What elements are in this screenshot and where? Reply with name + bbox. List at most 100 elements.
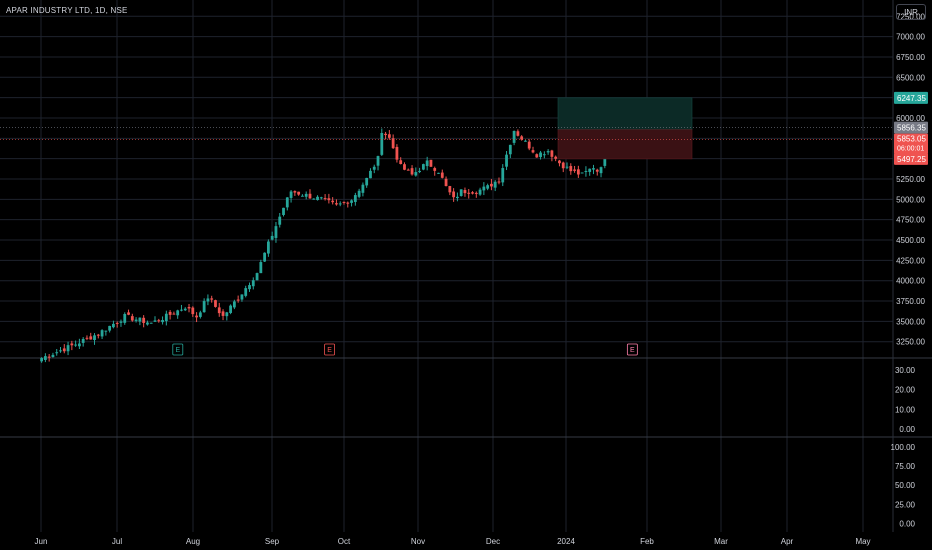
candle-body [421, 164, 425, 170]
time-tick-label: Sep [265, 537, 280, 546]
candle-body [455, 196, 459, 199]
price-tick-label: 3500.00 [896, 317, 925, 326]
candle-body [542, 154, 546, 156]
candle-body [512, 131, 516, 143]
candle-body [134, 319, 138, 321]
candle-body [580, 172, 584, 174]
candle-body [474, 192, 478, 194]
candle-body [384, 133, 387, 136]
candle-body [100, 330, 104, 337]
candle-body [119, 321, 123, 323]
candle-body [327, 198, 331, 201]
time-tick-label: Mar [714, 537, 728, 546]
candle-body [463, 190, 467, 194]
candle-body [440, 172, 444, 178]
last-close-label-bg [894, 121, 928, 134]
earnings-marker-label: E [327, 347, 332, 354]
price-tick-label: 6750.00 [896, 53, 925, 62]
oscillator-tick-label: 50.00 [895, 481, 916, 490]
candle-body [369, 170, 372, 179]
candle-body [195, 315, 198, 318]
candle-body [81, 338, 85, 343]
candle-body [350, 200, 353, 203]
candle-body [312, 198, 316, 200]
oscillator-tick-label: 25.00 [895, 500, 916, 509]
time-tick-label: 2024 [557, 537, 575, 546]
candle-body [524, 140, 527, 142]
candle-body [55, 352, 59, 354]
candle-body [323, 198, 327, 200]
candle-body [123, 314, 127, 323]
candle-body [142, 317, 146, 323]
candle-body [62, 348, 66, 352]
candle-body [293, 191, 297, 193]
candle-body [429, 159, 433, 167]
earnings-marker [626, 343, 638, 356]
last-close-label: 5856.35 [897, 124, 926, 133]
candle-body [410, 168, 414, 175]
candle-body [89, 336, 93, 340]
candle-body [240, 294, 244, 300]
earnings-marker [172, 343, 184, 356]
candle-body [486, 185, 490, 189]
candle-body [161, 320, 164, 323]
candle-body [221, 311, 225, 316]
price-tick-label: 3250.00 [896, 338, 925, 347]
currency-selector[interactable]: INR [896, 4, 926, 20]
candle-body [482, 186, 486, 191]
time-tick-label: Oct [338, 537, 351, 546]
candle-body [270, 235, 274, 240]
candle-body [561, 162, 565, 169]
candle-body [331, 200, 335, 203]
candle-body [153, 320, 157, 322]
candle-body [316, 196, 319, 201]
candle-body [584, 170, 588, 172]
candle-body [85, 337, 89, 339]
candle-body [198, 312, 202, 317]
candle-body [550, 150, 554, 157]
candle-body [338, 203, 342, 205]
candle-body [40, 358, 43, 362]
candle-body [236, 299, 240, 301]
candle-body [104, 330, 108, 332]
candle-body [217, 307, 221, 314]
candle-body [210, 298, 214, 300]
candle-body [380, 132, 384, 155]
candle-body [353, 195, 357, 202]
oscillator-tick-label: 100.00 [891, 443, 916, 452]
candle-body [202, 301, 206, 313]
price-tick-label: 4750.00 [896, 216, 925, 225]
candle-body [490, 183, 493, 187]
candle-body [467, 192, 471, 194]
candle-body [112, 323, 115, 328]
price-tick-label: 4250.00 [896, 256, 925, 265]
time-tick-label: Feb [640, 537, 654, 546]
candle-body [183, 308, 187, 311]
candle-body [565, 166, 569, 168]
candle-body [357, 190, 361, 197]
candle-body [520, 136, 524, 140]
price-tick-label: 7000.00 [896, 33, 925, 42]
candle-body [531, 150, 535, 153]
candle-body [595, 169, 599, 172]
candle-body [365, 177, 369, 186]
candle-body [297, 191, 301, 195]
time-tick-label: Apr [781, 537, 794, 546]
candle-body [127, 312, 130, 315]
earnings-marker-label: E [175, 347, 180, 354]
candle-body [206, 298, 210, 302]
candle-body [191, 307, 195, 315]
oscillator-tick-label: 0.00 [899, 519, 915, 528]
candle-body [229, 305, 232, 313]
candle-body [437, 172, 440, 174]
candle-body [399, 160, 403, 165]
price-tick-label: 5250.00 [896, 175, 925, 184]
time-tick-label: Dec [486, 537, 500, 546]
candle-body [74, 344, 78, 346]
candle-body [149, 322, 153, 324]
candle-body [448, 186, 452, 193]
price-tick-label: 5000.00 [896, 195, 925, 204]
price-tick-label: 7250.00 [896, 12, 925, 21]
candle-body [406, 169, 410, 171]
